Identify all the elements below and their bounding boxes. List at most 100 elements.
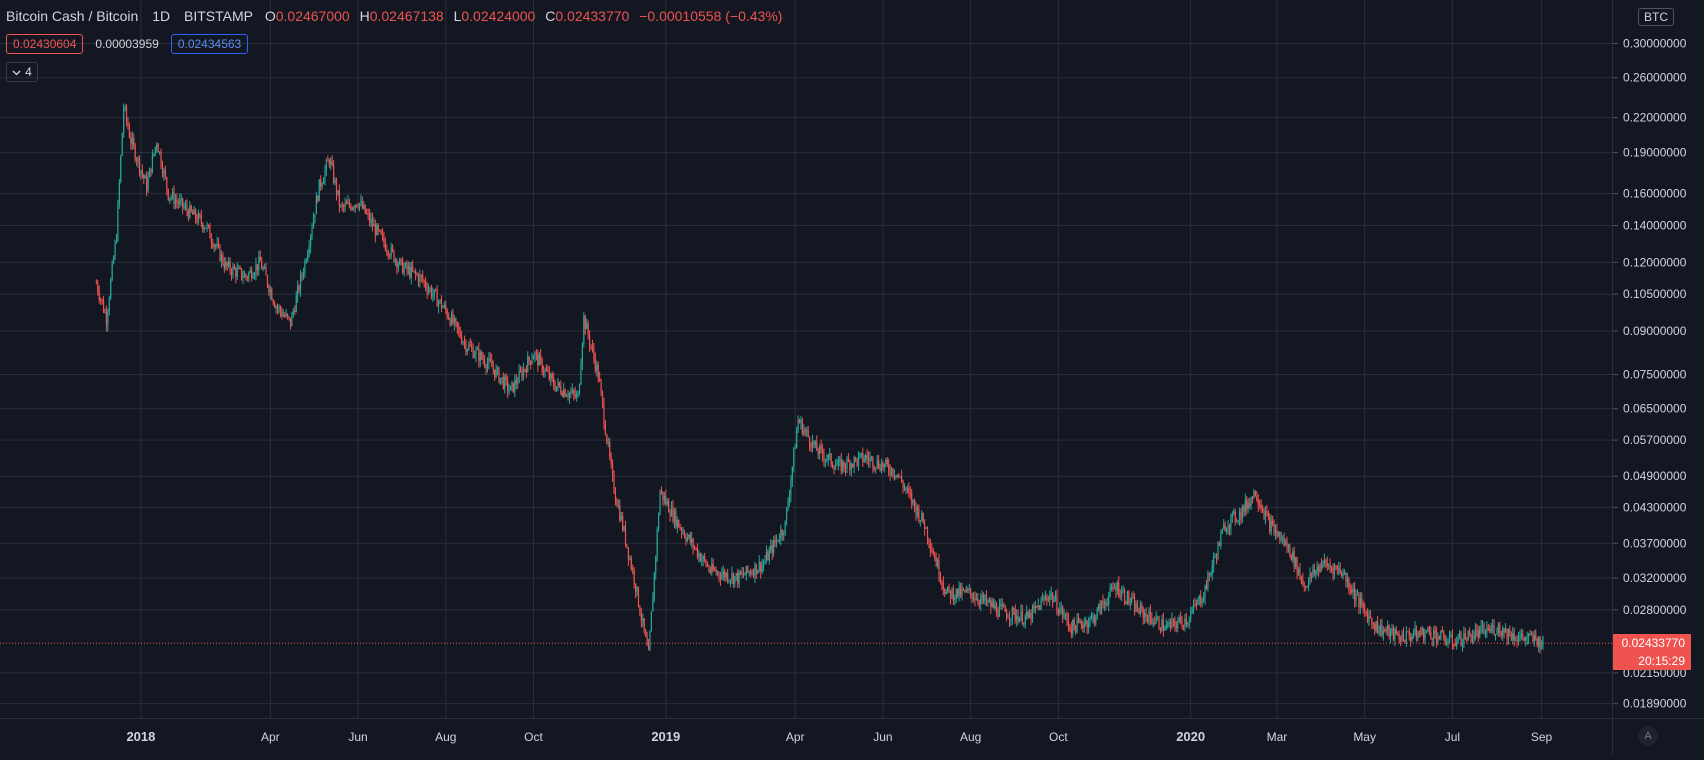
candle <box>755 564 757 580</box>
interval-label[interactable]: 1D <box>152 8 171 24</box>
price-tick-label: 0.07500000 <box>1623 368 1687 382</box>
candle <box>460 330 463 345</box>
candle <box>767 549 769 561</box>
candle <box>235 266 237 284</box>
currency-badge[interactable]: BTC <box>1638 8 1674 26</box>
price-axis[interactable]: 0.30000000 0.26000000 0.22000000 0.19000000… <box>1612 0 1704 718</box>
candle <box>295 290 297 313</box>
candle <box>377 223 379 235</box>
candle <box>1053 595 1055 603</box>
price-tick-label: 0.09000000 <box>1623 324 1687 338</box>
candle <box>479 349 481 368</box>
candle <box>1530 630 1533 636</box>
indicators-collapse-button[interactable]: 4 <box>6 62 38 82</box>
candle <box>1440 630 1442 641</box>
candle <box>636 585 638 596</box>
candle <box>1027 610 1029 620</box>
candle <box>206 221 208 232</box>
candle <box>1481 619 1484 634</box>
close-label: C <box>545 8 556 24</box>
candle <box>1080 619 1082 630</box>
candle <box>1461 638 1464 652</box>
candle <box>623 525 625 532</box>
candle <box>982 592 985 605</box>
candle <box>682 526 684 536</box>
candle <box>282 308 284 318</box>
candle <box>714 566 716 572</box>
candle <box>751 569 753 576</box>
candle <box>771 540 773 561</box>
auto-scale-button[interactable]: A <box>1638 726 1658 746</box>
candle <box>1041 592 1044 602</box>
candle <box>1231 511 1233 524</box>
candle <box>338 184 340 213</box>
candle <box>775 534 778 548</box>
candle <box>597 361 599 383</box>
candle <box>205 227 207 229</box>
candle <box>701 552 703 567</box>
candle <box>1102 594 1104 609</box>
candle <box>576 390 578 402</box>
candle <box>850 462 852 477</box>
candle <box>1502 625 1504 642</box>
candle <box>1021 605 1024 626</box>
candle <box>801 417 804 436</box>
candle <box>1023 622 1025 628</box>
candle <box>867 451 870 468</box>
candle <box>253 271 256 280</box>
candle <box>1456 636 1458 650</box>
candle <box>252 272 254 279</box>
candle <box>1052 591 1054 608</box>
candle <box>366 208 368 215</box>
candle <box>248 271 250 283</box>
candle <box>357 202 359 210</box>
candle <box>1300 575 1302 585</box>
candle <box>757 569 759 575</box>
candle <box>1425 630 1428 634</box>
candle <box>207 224 210 229</box>
symbol-title[interactable]: Bitcoin Cash / Bitcoin <box>6 8 139 24</box>
candle <box>601 390 604 409</box>
candle <box>729 579 732 588</box>
candle <box>189 200 191 220</box>
candle <box>778 533 780 544</box>
candle <box>409 261 411 280</box>
candle <box>327 155 329 162</box>
candle <box>525 365 527 379</box>
candle <box>804 427 806 437</box>
candle <box>1190 606 1192 623</box>
candle <box>722 565 724 581</box>
candle <box>1177 617 1179 632</box>
candle <box>788 489 791 507</box>
candle <box>580 358 582 386</box>
candle <box>1138 607 1140 615</box>
ask-price-badge[interactable]: 0.02434563 <box>170 34 249 54</box>
candle <box>1269 512 1271 535</box>
candle <box>113 255 115 265</box>
candle <box>1096 607 1098 620</box>
candle <box>745 565 747 581</box>
candle <box>495 364 497 379</box>
time-tick-label: Aug <box>960 730 981 744</box>
candle <box>1451 629 1453 650</box>
chart-pane[interactable] <box>0 0 1612 718</box>
time-axis[interactable]: 2018 Apr Jun Aug Oct 2019 Apr Jun Aug Oct 2020 Mar M… <box>0 718 1612 755</box>
candle <box>1523 636 1525 642</box>
candle <box>128 122 131 139</box>
candle <box>679 523 681 531</box>
candle <box>1129 597 1131 611</box>
price-tick-label: 0.03700000 <box>1623 536 1687 550</box>
candle <box>1226 527 1228 535</box>
candle <box>870 455 873 462</box>
candle <box>1246 496 1248 515</box>
candle <box>538 352 540 366</box>
candle <box>1302 572 1304 587</box>
candle <box>328 158 330 168</box>
time-tick-label: Sep <box>1531 730 1553 744</box>
candlestick-chart[interactable] <box>0 0 1612 718</box>
candle <box>834 459 837 471</box>
candle <box>945 588 947 595</box>
bid-price-badge[interactable]: 0.02430604 <box>6 34 84 54</box>
candle <box>1146 614 1149 624</box>
candle <box>991 597 993 608</box>
